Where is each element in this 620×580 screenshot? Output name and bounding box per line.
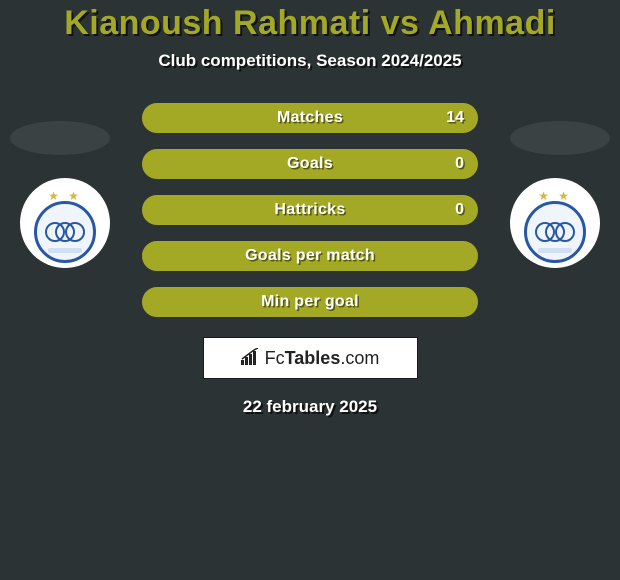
brand-suffix: .com (340, 348, 379, 368)
stat-label: Matches (277, 109, 343, 127)
player-avatar-left (10, 121, 110, 155)
stat-label: Hattricks (274, 201, 345, 219)
brand-badge[interactable]: FcTables.com (203, 337, 418, 379)
stat-label: Min per goal (261, 293, 359, 311)
comparison-card: Kianoush Rahmati vs Ahmadi Club competit… (0, 0, 620, 580)
brand-text: FcTables.com (265, 348, 380, 369)
team-badge-left: ★ ★ (20, 178, 110, 268)
team-badge-right: ★ ★ (510, 178, 600, 268)
date-label: 22 february 2025 (0, 397, 620, 417)
stat-label: Goals per match (245, 247, 375, 265)
club-crest-icon (34, 201, 96, 263)
stat-row: Goals 0 (140, 147, 480, 181)
bar-chart-icon (241, 348, 261, 369)
brand-bold: Tables (285, 348, 341, 368)
brand-prefix: Fc (265, 348, 285, 368)
stat-row: Min per goal (140, 285, 480, 319)
stat-value-right: 0 (455, 201, 464, 219)
stat-row: Matches 14 (140, 101, 480, 135)
player-avatar-right (510, 121, 610, 155)
stat-label: Goals (287, 155, 333, 173)
stars-icon: ★ ★ (538, 190, 572, 202)
club-crest-icon (524, 201, 586, 263)
stat-row: Hattricks 0 (140, 193, 480, 227)
stat-row: Goals per match (140, 239, 480, 273)
page-title: Kianoush Rahmati vs Ahmadi (20, 4, 600, 43)
stat-value-right: 0 (455, 155, 464, 173)
subtitle: Club competitions, Season 2024/2025 (0, 51, 620, 71)
stat-value-right: 14 (446, 109, 464, 127)
stars-icon: ★ ★ (48, 190, 82, 202)
